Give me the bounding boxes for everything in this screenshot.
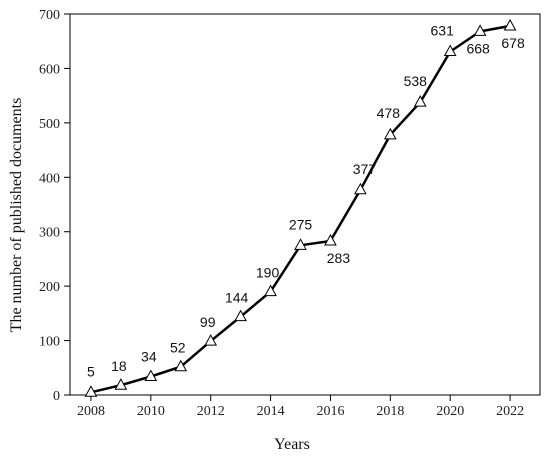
data-label: 52 bbox=[170, 340, 186, 356]
y-tick-label: 200 bbox=[39, 280, 60, 295]
y-tick-label: 700 bbox=[39, 8, 60, 23]
y-axis-ticks: 0 100 200 300 400 500 600 700 bbox=[39, 8, 70, 404]
x-tick-label: 2018 bbox=[376, 404, 404, 419]
data-point-marker bbox=[503, 18, 517, 31]
series-line bbox=[90, 24, 511, 394]
data-label: 5 bbox=[87, 363, 95, 379]
series-markers bbox=[84, 18, 517, 397]
plot-frame bbox=[69, 13, 541, 396]
data-label: 99 bbox=[200, 314, 216, 330]
data-point-marker bbox=[144, 369, 158, 381]
data-label: 538 bbox=[404, 73, 428, 89]
data-point-marker bbox=[383, 127, 397, 140]
data-point-marker bbox=[84, 385, 98, 397]
data-label: 18 bbox=[111, 358, 127, 374]
x-tick-label: 2020 bbox=[436, 404, 464, 419]
x-tick-label: 2008 bbox=[77, 404, 105, 419]
y-tick-label: 600 bbox=[39, 62, 60, 77]
data-label: 283 bbox=[327, 250, 351, 266]
data-label: 678 bbox=[501, 35, 525, 51]
x-tick-label: 2012 bbox=[197, 404, 225, 419]
data-point-marker bbox=[413, 95, 427, 107]
x-tick-label: 2014 bbox=[257, 404, 285, 419]
data-label: 631 bbox=[431, 23, 455, 39]
y-tick-label: 0 bbox=[53, 389, 60, 404]
x-axis-title: Years bbox=[274, 436, 310, 453]
y-tick-label: 400 bbox=[39, 171, 60, 186]
data-label: 668 bbox=[466, 40, 490, 56]
data-label: 377 bbox=[353, 161, 377, 177]
data-point-marker bbox=[174, 359, 188, 372]
y-tick-label: 100 bbox=[39, 335, 60, 350]
y-tick-label: 500 bbox=[39, 117, 60, 132]
x-axis-ticks: 2008 2010 2012 2014 2016 2018 2020 2022 bbox=[77, 395, 524, 419]
x-tick-label: 2022 bbox=[496, 404, 524, 419]
data-point-marker bbox=[114, 378, 128, 390]
data-point-marker bbox=[294, 238, 307, 250]
data-point-marker bbox=[234, 309, 247, 322]
data-point-marker bbox=[204, 334, 218, 346]
data-point-marker bbox=[443, 44, 457, 57]
data-point-marker bbox=[354, 182, 367, 195]
data-label: 275 bbox=[289, 216, 313, 232]
data-point-marker bbox=[324, 233, 337, 246]
data-label: 190 bbox=[256, 265, 280, 281]
data-label: 34 bbox=[141, 348, 157, 364]
data-point-marker bbox=[264, 284, 277, 297]
x-tick-label: 2010 bbox=[137, 404, 165, 419]
y-axis-title: The number of published documents bbox=[8, 98, 25, 333]
x-tick-label: 2016 bbox=[316, 404, 344, 419]
data-label: 478 bbox=[377, 105, 401, 121]
data-label: 144 bbox=[225, 290, 249, 306]
y-tick-label: 300 bbox=[39, 226, 60, 241]
data-point-marker bbox=[473, 24, 487, 36]
